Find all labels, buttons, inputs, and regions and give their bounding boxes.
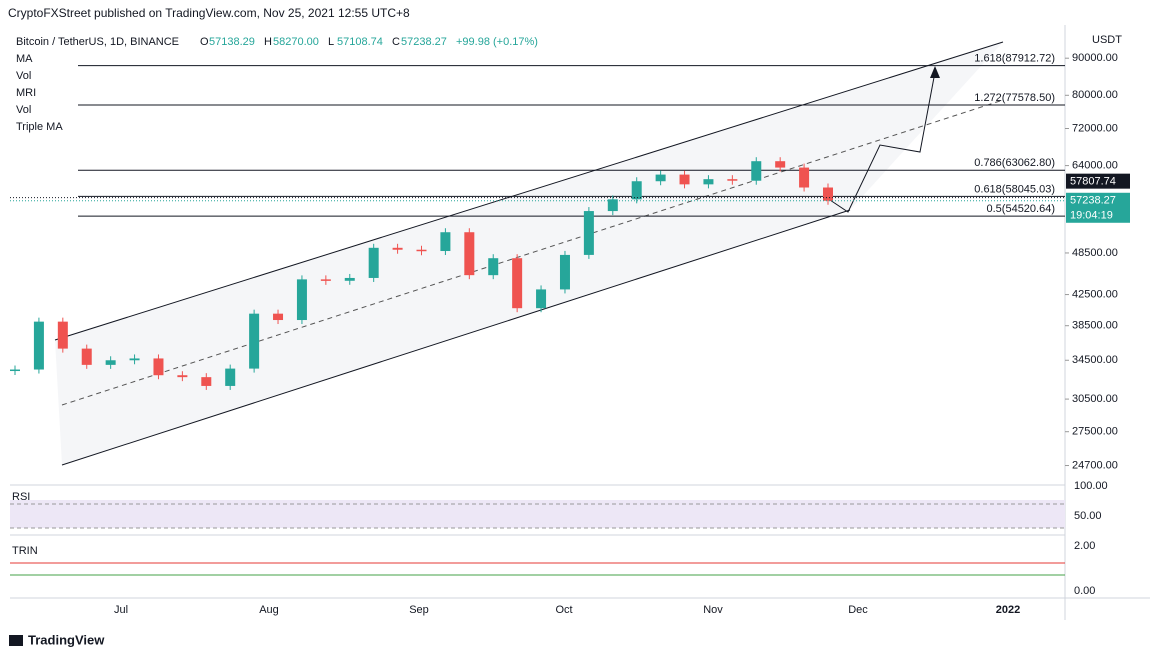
candle bbox=[488, 258, 499, 276]
y-tick-label: 30500.00 bbox=[1072, 393, 1118, 405]
channel-midline bbox=[61, 99, 1004, 406]
fib-label: 1.272(77578.50) bbox=[974, 92, 1055, 104]
x-tick-label: Oct bbox=[555, 604, 572, 616]
ohlc-value: 57138.29 bbox=[209, 36, 255, 48]
countdown: 19:04:19 bbox=[1070, 210, 1113, 222]
candle bbox=[81, 348, 92, 365]
fib-label: 0.5(54520.64) bbox=[987, 203, 1056, 215]
candle bbox=[344, 277, 355, 281]
candle bbox=[799, 167, 810, 188]
candle bbox=[416, 249, 427, 252]
candle bbox=[368, 247, 379, 278]
y-tick-label: 27500.00 bbox=[1072, 426, 1118, 438]
candle bbox=[440, 232, 451, 252]
y-tick-label: 80000.00 bbox=[1072, 89, 1118, 101]
change: +99.98 (+0.17%) bbox=[456, 36, 538, 48]
candle bbox=[153, 358, 164, 376]
indicator-label: Vol bbox=[16, 70, 31, 82]
price-tag bbox=[1066, 173, 1130, 189]
candle bbox=[536, 289, 547, 309]
candle bbox=[655, 174, 666, 182]
arrow-head bbox=[930, 66, 940, 78]
candle bbox=[583, 211, 594, 255]
candle bbox=[201, 377, 212, 386]
candle bbox=[751, 161, 762, 181]
ohlc-key: O bbox=[200, 36, 209, 48]
candle bbox=[57, 321, 68, 349]
candle bbox=[775, 161, 786, 168]
candle bbox=[464, 232, 475, 276]
trin-label: TRIN bbox=[12, 545, 38, 557]
publisher: CryptoFXStreet published on TradingView.… bbox=[8, 6, 410, 20]
ohlc-value: 57238.27 bbox=[401, 36, 447, 48]
y-tick-label: 72000.00 bbox=[1072, 122, 1118, 134]
candle bbox=[559, 254, 570, 290]
x-tick-label: Sep bbox=[409, 604, 429, 616]
candle bbox=[225, 368, 236, 386]
indicator-label: MRI bbox=[16, 87, 36, 99]
candle bbox=[177, 375, 188, 378]
trin-tick-label: 2.00 bbox=[1074, 540, 1095, 552]
x-tick-label: 2022 bbox=[996, 604, 1020, 616]
price-tag bbox=[1066, 192, 1130, 223]
y-tick-label: 48500.00 bbox=[1072, 247, 1118, 259]
candle bbox=[512, 258, 523, 309]
candle bbox=[727, 179, 738, 181]
fib-label: 0.786(63062.80) bbox=[974, 157, 1055, 169]
y-tick-label: 42500.00 bbox=[1072, 288, 1118, 300]
candle bbox=[249, 313, 260, 369]
candle bbox=[679, 174, 690, 185]
candle bbox=[392, 247, 403, 250]
candle bbox=[105, 360, 116, 365]
candle bbox=[320, 279, 331, 281]
trin-tick-label: 0.00 bbox=[1074, 585, 1095, 597]
fib-label: 0.618(58045.03) bbox=[974, 183, 1055, 195]
y-tick-label: 24700.00 bbox=[1072, 459, 1118, 471]
ohlc-key: H bbox=[264, 36, 272, 48]
rsi-tick-label: 100.00 bbox=[1074, 480, 1108, 492]
footer-brand: TradingView bbox=[28, 632, 105, 647]
x-tick-label: Jul bbox=[114, 604, 128, 616]
symbol: Bitcoin / TetherUS, 1D, BINANCE bbox=[16, 36, 179, 48]
ohlc-key: C bbox=[392, 36, 400, 48]
candle bbox=[33, 321, 44, 370]
y-tick-label: 38500.00 bbox=[1072, 320, 1118, 332]
candle bbox=[273, 313, 284, 321]
indicator-label: MA bbox=[16, 53, 33, 65]
y-tick-label: 90000.00 bbox=[1072, 52, 1118, 64]
x-tick-label: Nov bbox=[703, 604, 723, 616]
ohlc-value: 58270.00 bbox=[273, 36, 319, 48]
candle bbox=[703, 179, 714, 185]
ohlc-value: 57108.74 bbox=[337, 36, 383, 48]
rsi-tick-label: 50.00 bbox=[1074, 510, 1102, 522]
ohlc-key: L bbox=[328, 36, 334, 48]
candle bbox=[129, 358, 140, 361]
indicator-label: Triple MA bbox=[16, 121, 63, 133]
x-tick-label: Aug bbox=[259, 604, 279, 616]
x-tick-label: Dec bbox=[848, 604, 868, 616]
y-tick-label: 34500.00 bbox=[1072, 354, 1118, 366]
candle bbox=[823, 187, 833, 201]
candle bbox=[631, 181, 642, 200]
price-tag-label: 57238.27 bbox=[1070, 195, 1116, 207]
brand-logo bbox=[9, 635, 23, 646]
candle bbox=[607, 199, 618, 212]
rsi-band bbox=[10, 500, 1065, 528]
candle bbox=[296, 279, 307, 321]
indicator-label: Vol bbox=[16, 104, 31, 116]
price-tag-label: 57807.74 bbox=[1070, 176, 1116, 188]
channel-line bbox=[61, 209, 851, 466]
channel-line bbox=[54, 41, 1004, 341]
unit: USDT bbox=[1092, 34, 1122, 46]
fib-label: 1.618(87912.72) bbox=[974, 52, 1055, 64]
y-tick-label: 64000.00 bbox=[1072, 160, 1118, 172]
rsi-label: RSI bbox=[12, 491, 30, 503]
candle bbox=[10, 369, 20, 372]
projection-arrow bbox=[829, 71, 936, 213]
